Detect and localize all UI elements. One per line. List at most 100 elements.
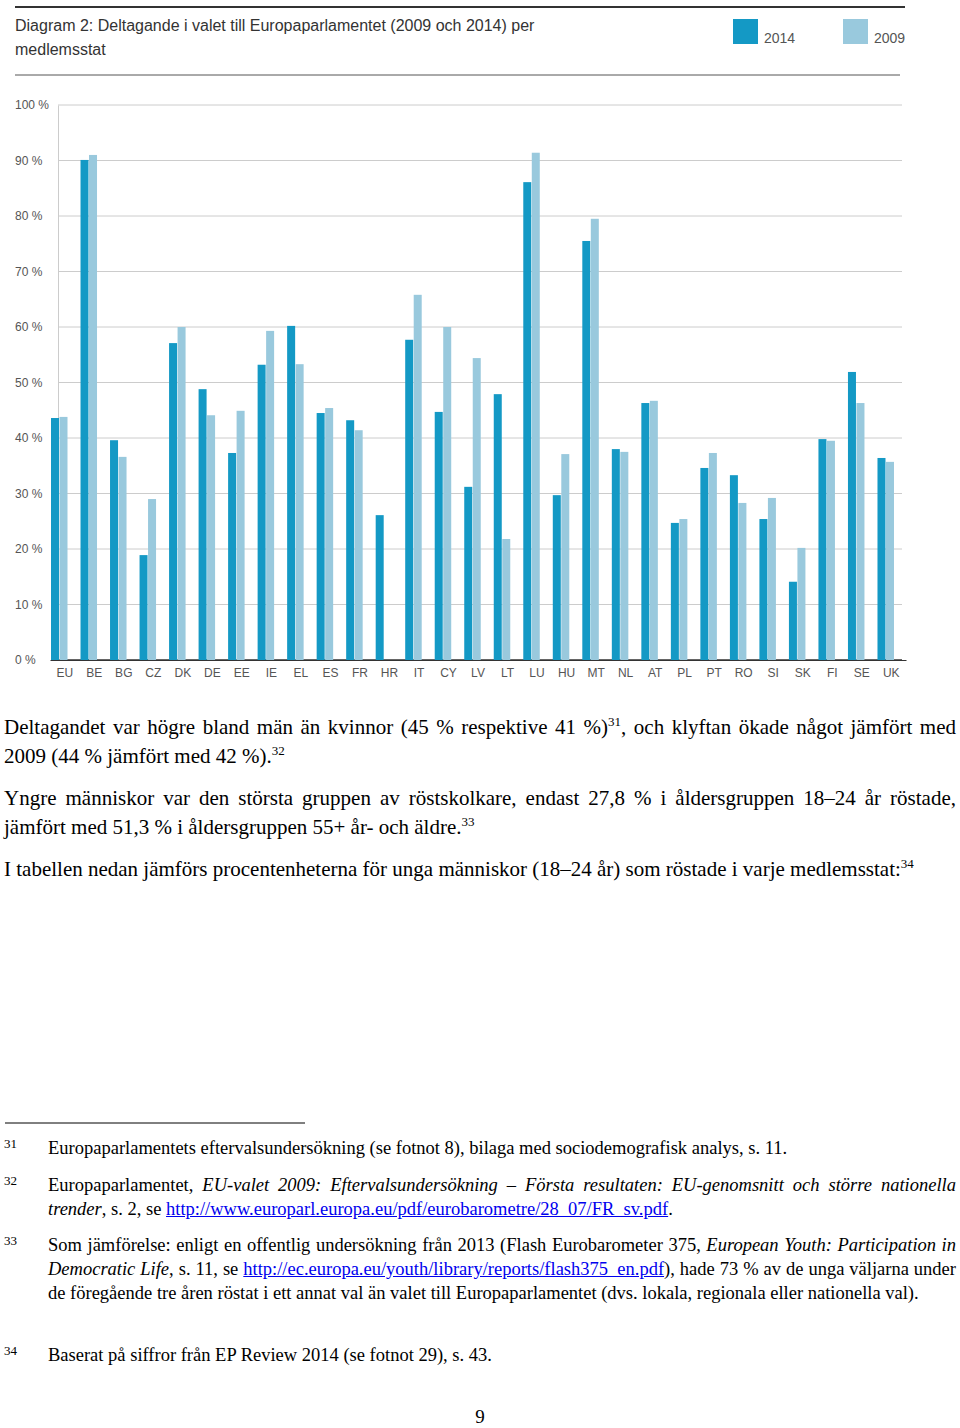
footnote-text: , s. 11, se bbox=[169, 1259, 243, 1279]
bar bbox=[237, 411, 245, 660]
bar bbox=[561, 454, 569, 660]
x-tick-label: LT bbox=[501, 666, 515, 680]
footnote-text: Baserat på siffror från EP Review 2014 (… bbox=[48, 1345, 492, 1365]
x-tick-label: CZ bbox=[145, 666, 161, 680]
x-tick-label: BG bbox=[115, 666, 132, 680]
x-tick-label: LV bbox=[471, 666, 485, 680]
bar bbox=[81, 160, 89, 660]
bar bbox=[51, 418, 59, 660]
x-tick: DK bbox=[174, 660, 191, 680]
y-tick-label: 40 % bbox=[15, 431, 43, 445]
footnote-ref: 34 bbox=[901, 856, 914, 871]
bar bbox=[523, 182, 531, 660]
x-axis-line bbox=[51, 660, 907, 661]
bar bbox=[148, 499, 156, 660]
paragraph: Deltagandet var högre bland män än kvinn… bbox=[4, 713, 956, 771]
bar bbox=[473, 358, 481, 660]
y-tick-label: 80 % bbox=[15, 209, 43, 223]
bar bbox=[207, 415, 215, 660]
x-tick: PL bbox=[677, 660, 692, 680]
footnote-link[interactable]: http://ec.europa.eu/youth/library/report… bbox=[243, 1259, 664, 1279]
bar bbox=[671, 523, 679, 660]
footnote-text: Europaparlamentets eftervalsundersökning… bbox=[48, 1138, 787, 1158]
grid-line bbox=[58, 160, 902, 161]
top-rule bbox=[15, 6, 905, 8]
bar bbox=[818, 439, 826, 660]
paragraph-text: I tabellen nedan jämförs procentenhetern… bbox=[4, 857, 901, 881]
bar bbox=[60, 417, 68, 660]
x-tick: ES bbox=[322, 660, 338, 680]
bar bbox=[435, 412, 443, 660]
bar bbox=[258, 365, 266, 660]
bar bbox=[317, 413, 325, 660]
x-tick: EU bbox=[56, 660, 73, 680]
footnote-rule bbox=[5, 1123, 305, 1124]
footnote: 33Som jämförelse: enligt en offentlig un… bbox=[4, 1233, 956, 1305]
footnote-number: 34 bbox=[4, 1339, 17, 1363]
x-tick-label: UK bbox=[883, 666, 900, 680]
x-tick: CY bbox=[440, 660, 457, 680]
bar bbox=[886, 462, 894, 660]
bar bbox=[730, 475, 738, 660]
x-tick-label: LU bbox=[529, 666, 544, 680]
x-tick: PT bbox=[706, 660, 722, 680]
bar bbox=[797, 548, 805, 660]
grid bbox=[58, 105, 902, 660]
grid-line bbox=[58, 216, 902, 217]
bar bbox=[140, 555, 148, 660]
bar bbox=[856, 403, 864, 660]
footnote-number: 32 bbox=[4, 1169, 17, 1193]
x-tick: SE bbox=[854, 660, 870, 680]
bar bbox=[789, 582, 797, 660]
bar bbox=[738, 503, 746, 660]
bar bbox=[199, 389, 207, 660]
x-tick-label: PL bbox=[677, 666, 692, 680]
bar bbox=[700, 468, 708, 660]
bar bbox=[679, 519, 687, 660]
bar bbox=[612, 449, 620, 660]
bar bbox=[89, 155, 97, 660]
footnote: 32Europaparlamentet, EU-valet 2009: Efte… bbox=[4, 1173, 956, 1221]
bar bbox=[178, 327, 186, 660]
legend-label: 2009 bbox=[874, 30, 905, 46]
legend-swatch bbox=[733, 19, 758, 44]
y-tick-label: 70 % bbox=[15, 265, 43, 279]
x-tick: BG bbox=[115, 660, 132, 680]
x-tick-label: RO bbox=[735, 666, 753, 680]
bar bbox=[709, 453, 717, 660]
x-tick: DE bbox=[204, 660, 221, 680]
bar bbox=[494, 394, 502, 660]
y-tick-label: 30 % bbox=[15, 487, 43, 501]
y-tick: 80 % bbox=[15, 209, 58, 223]
footnote-text: . bbox=[668, 1199, 673, 1219]
x-tick: EL bbox=[294, 660, 309, 680]
y-tick-label: 20 % bbox=[15, 542, 43, 556]
bar bbox=[553, 495, 561, 660]
chart-title: Diagram 2: Deltagande i valet till Europ… bbox=[15, 14, 590, 62]
legend-swatch bbox=[843, 19, 868, 44]
x-tick-label: FI bbox=[827, 666, 838, 680]
footnote: 34Baserat på siffror från EP Review 2014… bbox=[4, 1343, 956, 1367]
x-tick-label: EL bbox=[294, 666, 309, 680]
paragraph: I tabellen nedan jämförs procentenhetern… bbox=[4, 855, 956, 884]
y-tick-label: 50 % bbox=[15, 376, 43, 390]
bar bbox=[296, 364, 304, 660]
bar bbox=[877, 458, 885, 660]
x-tick: LU bbox=[529, 660, 544, 680]
bar bbox=[376, 515, 384, 660]
page-number: 9 bbox=[0, 1406, 960, 1428]
footnote-body: Baserat på siffror från EP Review 2014 (… bbox=[48, 1343, 956, 1367]
footnote-body: Som jämförelse: enligt en offentlig unde… bbox=[48, 1233, 956, 1305]
x-tick-label: PT bbox=[706, 666, 722, 680]
x-tick: IT bbox=[414, 660, 425, 680]
x-tick-label: FR bbox=[352, 666, 368, 680]
footnote-text: , s. 2, se bbox=[102, 1199, 166, 1219]
x-tick-label: ES bbox=[322, 666, 338, 680]
footnote-link[interactable]: http://www.europarl.europa.eu/pdf/euroba… bbox=[166, 1199, 668, 1219]
x-tick: BE bbox=[86, 660, 102, 680]
x-tick: EE bbox=[234, 660, 250, 680]
y-tick: 50 % bbox=[15, 376, 58, 390]
x-tick: LV bbox=[471, 660, 485, 680]
footnote-body: Europaparlamentet, EU-valet 2009: Efterv… bbox=[48, 1173, 956, 1221]
x-tick: CZ bbox=[145, 660, 161, 680]
